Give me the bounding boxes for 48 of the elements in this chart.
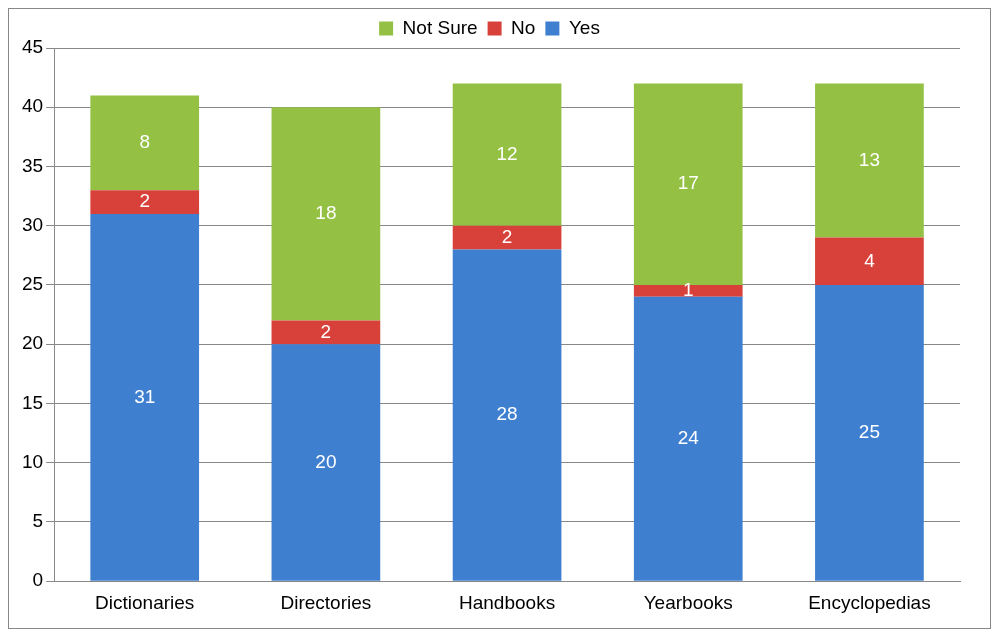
bar bbox=[271, 107, 381, 321]
data-label: 24 bbox=[677, 427, 700, 448]
data-label: 18 bbox=[315, 202, 337, 224]
legend-label: No bbox=[511, 16, 536, 38]
data-label: 17 bbox=[677, 172, 699, 194]
bar bbox=[90, 95, 200, 191]
bar bbox=[815, 83, 924, 238]
y-tick-label: 40 bbox=[21, 95, 44, 117]
data-label: 12 bbox=[496, 142, 518, 164]
bar bbox=[633, 284, 743, 297]
bar bbox=[90, 190, 200, 214]
legend-label: Yes bbox=[568, 16, 600, 38]
y-tick-label: 15 bbox=[21, 391, 44, 413]
legend-label: Not Sure bbox=[402, 16, 478, 38]
y-tick-label: 25 bbox=[21, 273, 44, 295]
bar bbox=[271, 320, 381, 345]
y-tick-label: 30 bbox=[21, 213, 44, 235]
data-label: 4 bbox=[864, 249, 876, 271]
data-label: 2 bbox=[139, 190, 151, 212]
x-tick-label: Directories bbox=[280, 591, 372, 613]
y-tick-label: 35 bbox=[21, 154, 44, 176]
bar bbox=[90, 213, 200, 581]
data-label: 28 bbox=[496, 403, 518, 425]
data-label: 8 bbox=[139, 131, 151, 153]
bar bbox=[815, 237, 924, 285]
bar bbox=[452, 225, 562, 250]
data-label: 13 bbox=[858, 148, 880, 170]
data-label: 1 bbox=[682, 279, 694, 301]
bar bbox=[452, 249, 562, 581]
bar bbox=[815, 284, 924, 581]
x-tick-label: Handbooks bbox=[459, 591, 556, 613]
x-tick-label: Dictionaries bbox=[95, 591, 195, 613]
x-tick-label: Yearbooks bbox=[643, 591, 733, 613]
data-label: 2 bbox=[320, 320, 332, 342]
y-tick-label: 20 bbox=[21, 332, 44, 354]
y-tick-label: 5 bbox=[32, 510, 44, 532]
y-tick-label: 0 bbox=[32, 569, 44, 591]
y-tick-label: 45 bbox=[21, 36, 44, 58]
x-tick-label: Encyclopedias bbox=[808, 591, 931, 613]
bar bbox=[452, 83, 562, 226]
data-label: 20 bbox=[315, 450, 337, 472]
bar bbox=[633, 83, 743, 285]
data-label: 2 bbox=[501, 225, 513, 247]
data-label: 25 bbox=[858, 421, 880, 443]
data-label: 31 bbox=[134, 385, 156, 407]
bar bbox=[633, 296, 743, 581]
bar bbox=[271, 344, 381, 581]
y-tick-label: 10 bbox=[21, 450, 44, 472]
